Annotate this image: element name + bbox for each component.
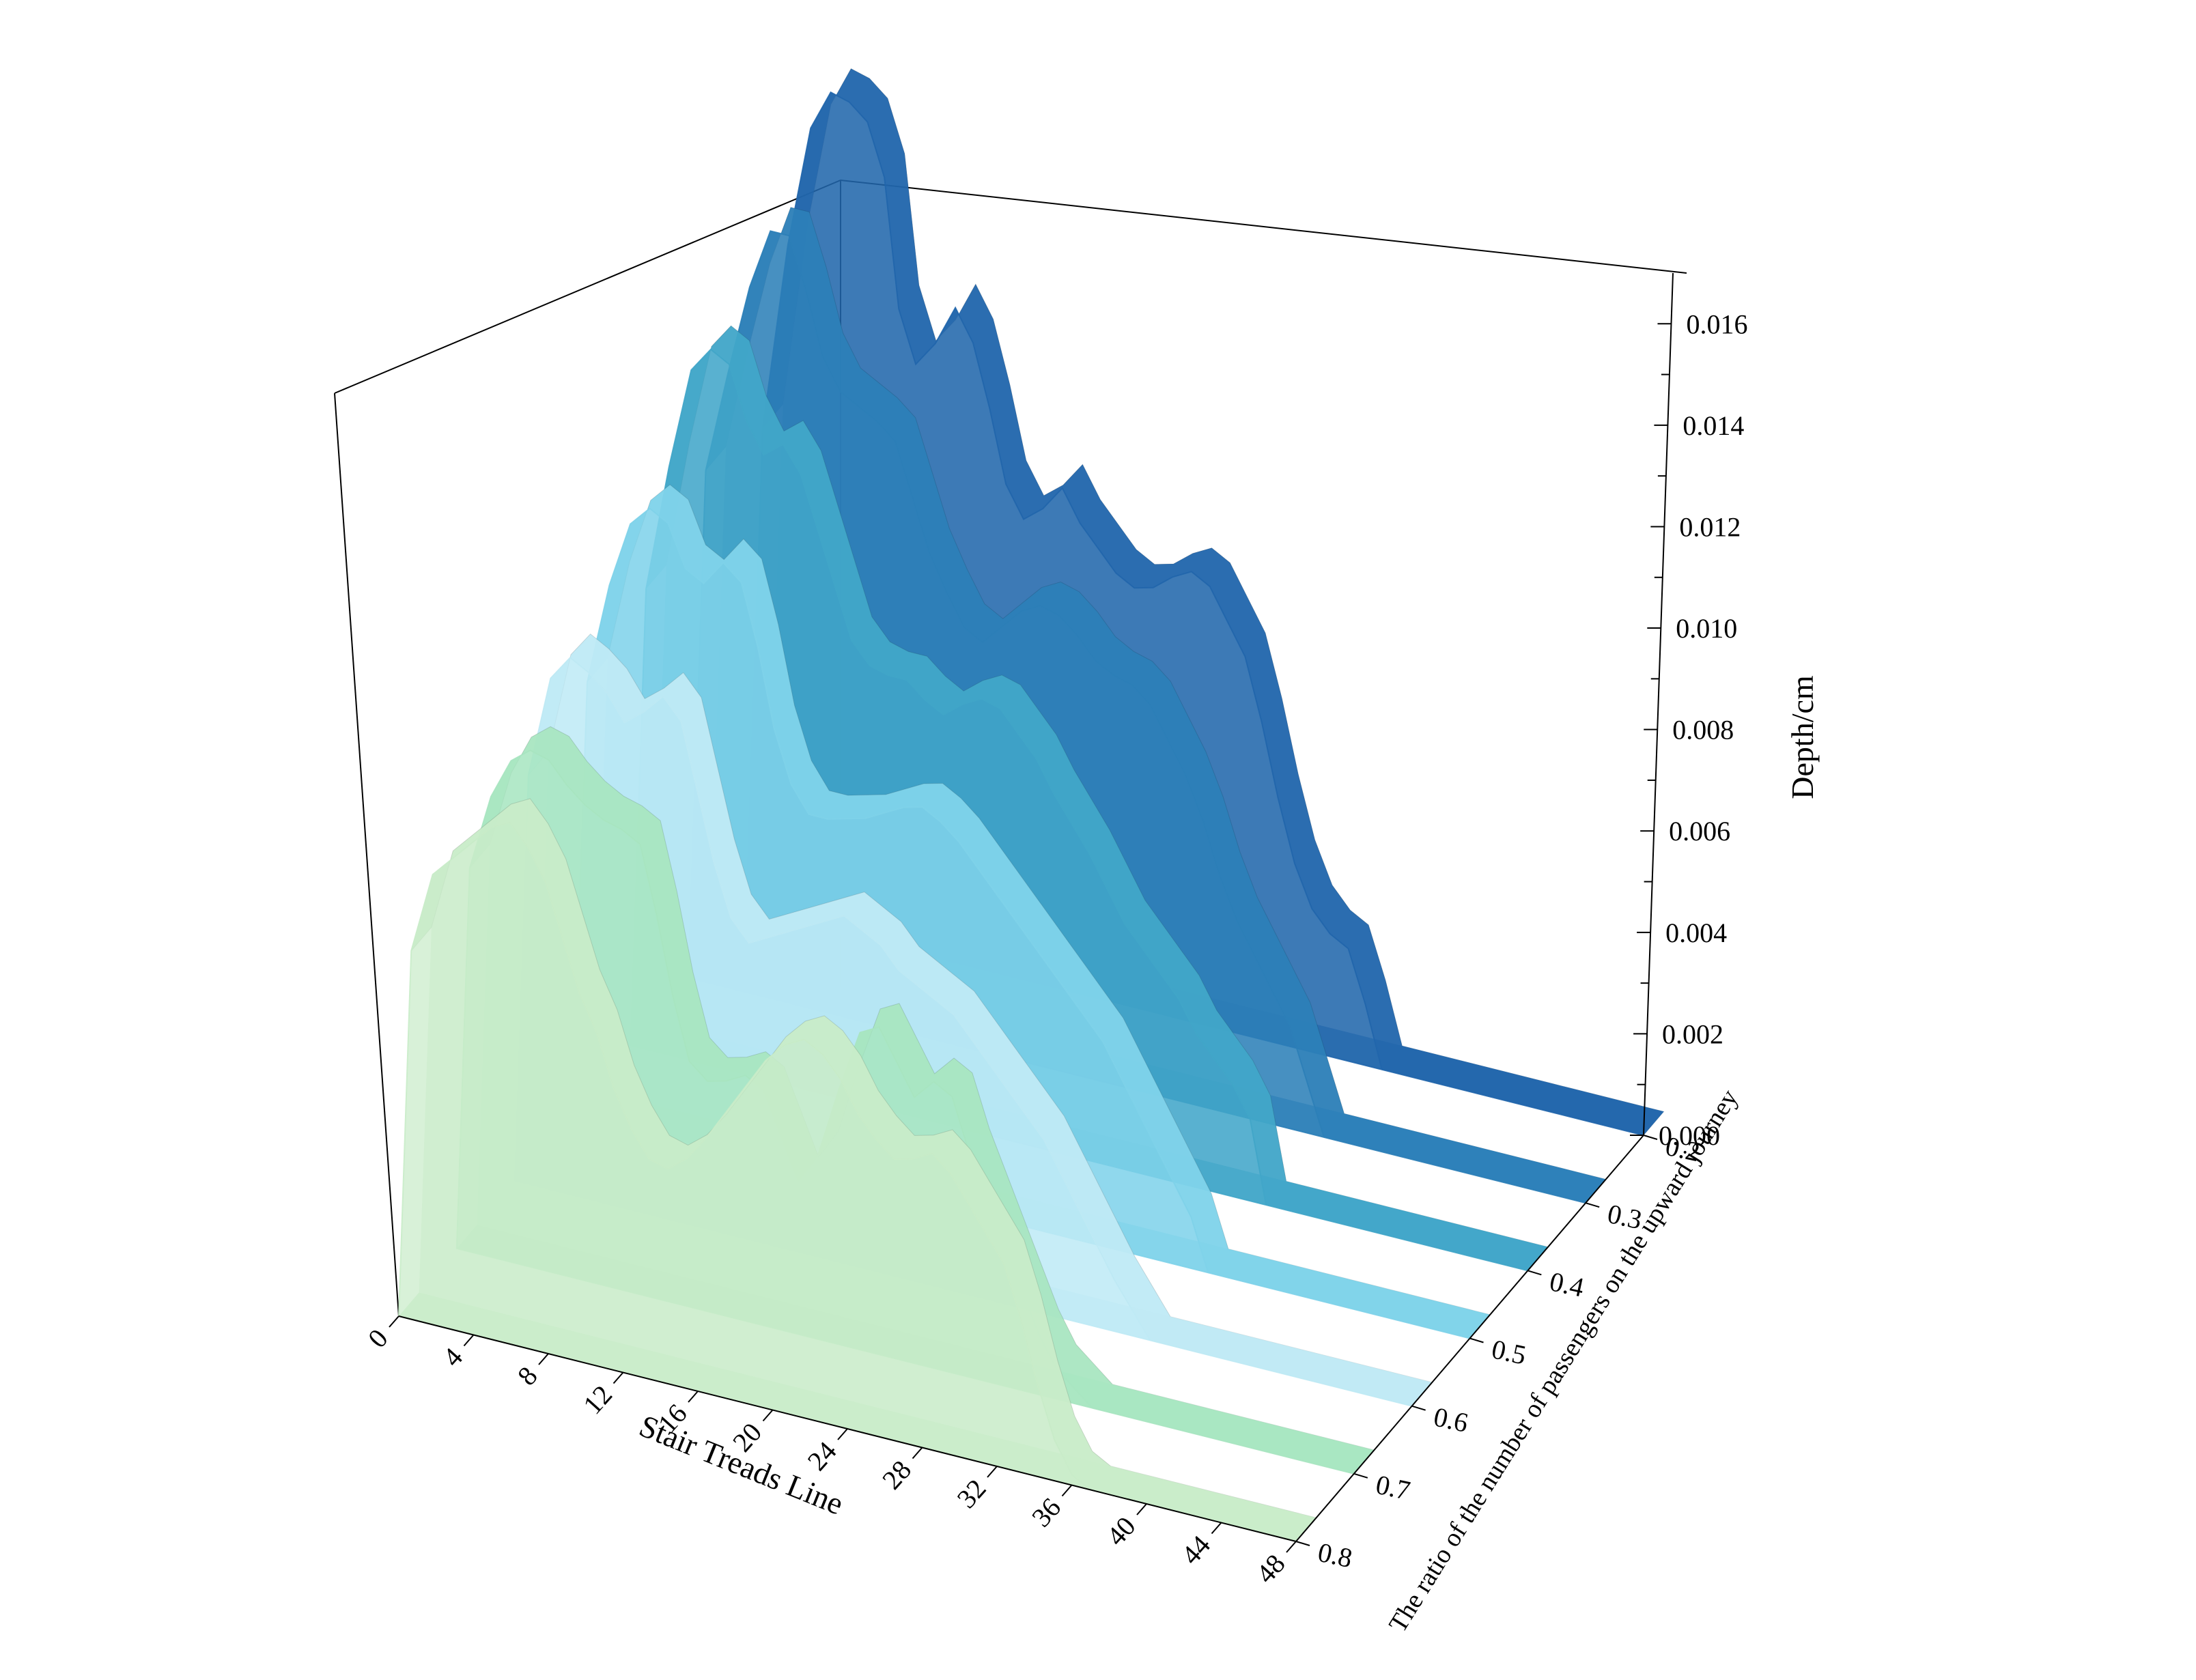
z-tick-label: 0.010 (1676, 613, 1737, 644)
x-tick-label: 40 (1100, 1511, 1141, 1552)
y-tick-label: 0.8 (1315, 1537, 1355, 1574)
z-tick-label: 0.016 (1686, 309, 1747, 339)
y-axis-title: The ratio of the number of passengers on… (1383, 1085, 1744, 1638)
x-tick-mark (613, 1371, 624, 1384)
x-tick-label: 4 (436, 1341, 468, 1372)
x-tick-mark (538, 1353, 549, 1365)
x-tick-mark (463, 1334, 475, 1347)
y-tick-mark (1411, 1405, 1426, 1411)
z-tick-label: 0.008 (1672, 715, 1734, 745)
x-tick-mark (688, 1391, 699, 1403)
z-ticks: 0.000 0.002 0.004 0.006 0.008 0.010 0.012 0.014… (1630, 309, 1747, 1151)
x-tick-label: 8 (511, 1361, 544, 1391)
x-tick-mark (1061, 1484, 1073, 1497)
z-axis-title: Depth/cm (1785, 675, 1820, 799)
y-ticks: 0.2 0.3 0.4 0.5 0.6 0.7 0.8 (1295, 1130, 1702, 1574)
y-tick-label: 0.2 (1663, 1130, 1702, 1167)
y-tick-mark (1528, 1270, 1542, 1276)
x-tick-label: 36 (1026, 1492, 1067, 1533)
x-tick-mark (1136, 1503, 1147, 1515)
x-tick-label: 0 (362, 1323, 394, 1354)
y-tick-label: 0.5 (1489, 1333, 1529, 1370)
z-tick-label: 0.014 (1683, 410, 1744, 441)
z-tick-label: 0.012 (1679, 511, 1741, 542)
y-tick-mark (1353, 1472, 1368, 1479)
y-tick-mark (1585, 1202, 1600, 1208)
x-tick-mark (1211, 1522, 1222, 1535)
x-tick-label: 32 (951, 1473, 991, 1514)
z-axis-line (1643, 272, 1674, 1136)
x-tick-mark (1286, 1541, 1297, 1553)
x-tick-mark (762, 1409, 774, 1422)
y-tick-mark (1295, 1541, 1310, 1546)
x-tick-mark (837, 1428, 848, 1440)
z-tick-label: 0.000 (1659, 1120, 1720, 1151)
x-tick-mark (389, 1315, 399, 1328)
y-tick-label: 0.3 (1605, 1198, 1644, 1235)
x-tick-label: 24 (801, 1436, 842, 1477)
y-tick-mark (1469, 1337, 1484, 1343)
x-tick-label: 12 (577, 1379, 618, 1420)
back-vertical-left (334, 393, 399, 1317)
y-tick-mark (1643, 1135, 1658, 1140)
y-tick-label: 0.7 (1373, 1469, 1413, 1506)
x-tick-label: 48 (1250, 1548, 1291, 1589)
series-0.8 (397, 798, 1317, 1542)
series-layer (397, 68, 1665, 1542)
x-tick-label: 44 (1175, 1529, 1216, 1570)
x-tick-label: 28 (876, 1454, 917, 1495)
back-frame (334, 179, 1687, 394)
x-tick-mark (912, 1447, 923, 1460)
z-tick-label: 0.006 (1669, 816, 1730, 846)
y-tick-label: 0.4 (1547, 1266, 1586, 1302)
z-tick-label: 0.002 (1662, 1019, 1723, 1049)
x-tick-mark (987, 1466, 998, 1478)
z-tick-label: 0.004 (1665, 917, 1727, 948)
y-tick-label: 0.6 (1431, 1401, 1471, 1438)
